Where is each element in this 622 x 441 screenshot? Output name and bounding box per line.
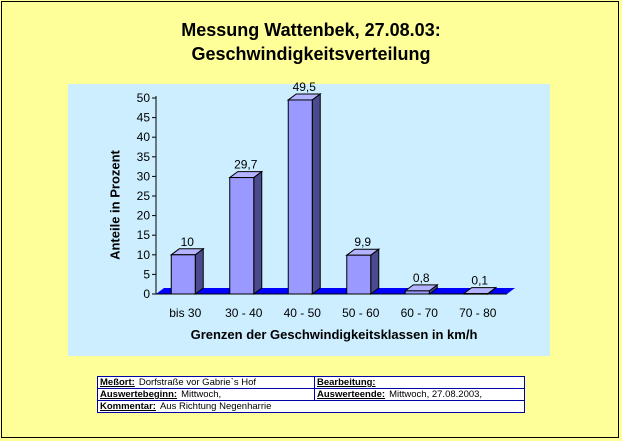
info-row-2: Auswertebeginn: Mittwoch, Auswerteende: Mi… [97,388,525,401]
bar-data-label: 29,7 [234,158,258,172]
bar-data-label: 49,5 [293,80,317,94]
x-tick-label: bis 30 [169,306,201,320]
y-tick-label: 25 [137,189,151,203]
auswerteende-cell: Auswerteende: Mittwoch, 27.08.2003, [314,388,525,401]
info-row-3: Kommentar: Aus Richtung Negenharrie [97,400,525,413]
auswerteende-label: Auswerteende: [317,389,386,400]
x-tick-label: 30 - 40 [225,306,263,320]
chart-title-line2: Geschwindigkeitsverteilung [191,44,431,64]
messort-cell: Meßort: Dorfstraße vor Gabrie`s Hof [97,376,315,389]
x-tick-label: 70 - 80 [459,306,497,320]
y-tick-label: 5 [143,267,150,281]
chart-title-line1: Messung Wattenbek, 27.08.03: [181,20,441,40]
x-tick-label: 50 - 60 [342,306,380,320]
bar-data-label: 9,9 [354,235,371,249]
y-tick-label: 50 [137,91,151,105]
kommentar-cell: Kommentar: Aus Richtung Negenharrie [97,400,525,413]
bearbeitung-cell: Bearbeitung: [314,376,525,389]
kommentar-label: Kommentar: [100,401,156,412]
bar [229,177,255,295]
y-tick-label: 10 [137,248,151,262]
bar-data-label: 0,8 [413,271,430,285]
y-tick-label: 15 [137,228,151,242]
bar-data-label: 10 [181,235,195,249]
bar-side [370,248,380,295]
auswertebeginn-value: Mittwoch, [181,389,222,400]
chart-floor [156,288,515,294]
messort-value: Dorfstraße vor Gabrie`s Hof [138,377,257,388]
y-tick-label: 35 [137,150,151,164]
bar [170,254,196,295]
y-tick-label: 0 [143,287,150,301]
auswerteende-value: Mittwoch, 27.08.2003, [389,389,483,400]
info-row-1: Meßort: Dorfstraße vor Gabrie`s Hof Bearb… [97,376,525,389]
bar [346,254,372,295]
bar-side [194,247,204,295]
info-table: Meßort: Dorfstraße vor Gabrie`s Hof Bearb… [97,376,525,413]
kommentar-value: Aus Richtung Negenharrie [159,401,272,412]
y-tick-label: 20 [137,209,151,223]
bearbeitung-label: Bearbeitung: [317,377,376,388]
auswertebeginn-label: Auswertebeginn: [100,389,178,400]
x-tick-label: 40 - 50 [284,306,322,320]
bar [404,290,430,295]
auswertebeginn-cell: Auswertebeginn: Mittwoch, [97,388,315,401]
y-axis-label: Anteile in Prozent [107,150,123,260]
bar-side [253,170,263,295]
bar [287,99,313,295]
x-axis-label: Grenzen der Geschwindigkeitsklassen in k… [190,327,478,342]
messort-label: Meßort: [100,377,135,388]
y-tick-label: 45 [137,111,151,125]
y-tick-label: 40 [137,130,151,144]
bar-data-label: 0,1 [471,274,488,288]
bar-side [311,92,321,295]
y-tick-label: 30 [137,169,151,183]
bar [463,293,489,295]
x-tick-label: 60 - 70 [401,306,439,320]
